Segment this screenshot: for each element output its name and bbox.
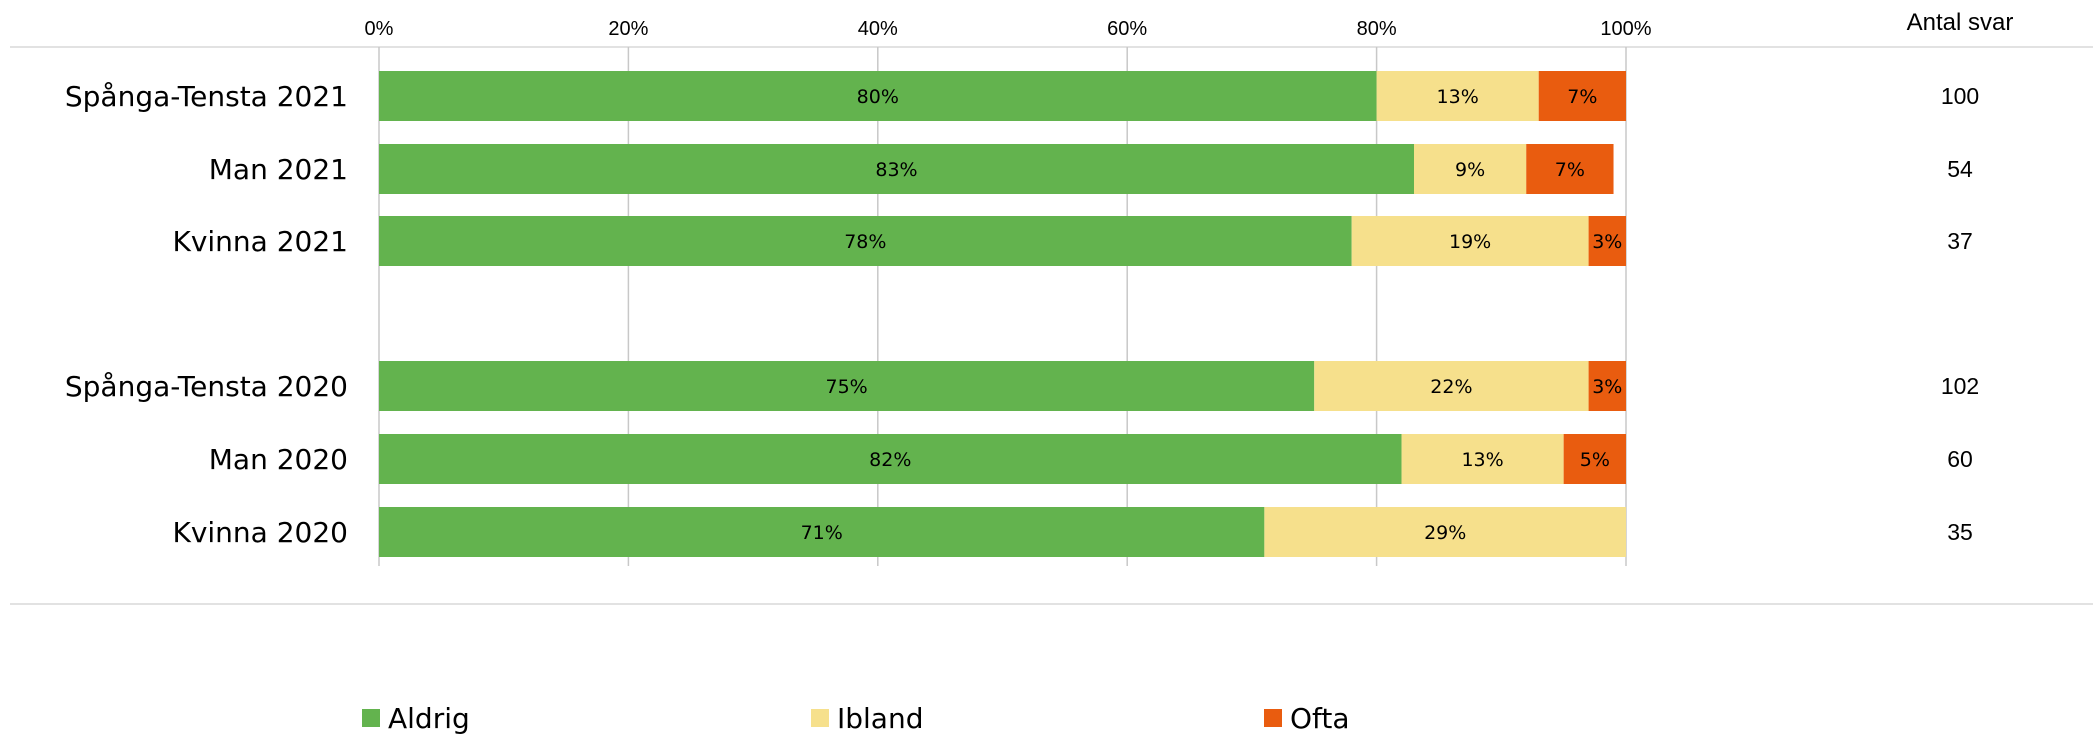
legend-label: Aldrig	[388, 702, 470, 735]
data-label: 9%	[1455, 159, 1485, 181]
data-label: 71%	[801, 522, 843, 544]
bar-segment	[1414, 144, 1527, 194]
data-label: 75%	[826, 376, 868, 398]
bar-segment	[1538, 71, 1626, 121]
response-count: 54	[1947, 156, 1973, 182]
bar-segment	[379, 361, 1315, 411]
count-header: Antal svar	[1907, 9, 2014, 36]
data-label: 19%	[1449, 231, 1491, 253]
bar-segment	[1351, 216, 1589, 266]
data-label: 78%	[844, 231, 886, 253]
bar-segment	[379, 216, 1352, 266]
category-label: Spånga-Tensta 2021	[65, 80, 348, 113]
bar-segment	[379, 507, 1265, 557]
response-count: 102	[1941, 373, 1979, 399]
category-label: Kvinna 2021	[172, 225, 348, 258]
category-label: Kvinna 2020	[172, 516, 348, 549]
bar-segment	[1264, 507, 1626, 557]
x-tick-label: 60%	[1107, 18, 1147, 40]
response-count: 35	[1947, 519, 1973, 545]
bar-segment	[1376, 71, 1539, 121]
legend: Aldrig Ibland Ofta	[362, 702, 1350, 735]
data-label: 83%	[875, 159, 917, 181]
x-axis-ticks: 0% 20% 40% 60% 80% 100%	[365, 18, 1652, 40]
x-tick-label: 40%	[858, 18, 898, 40]
bar-segment	[1588, 216, 1626, 266]
response-count: 100	[1941, 83, 1979, 109]
bars: 80% 13% 7% 83% 9% 7% 78% 19% 3% 75% 22% 3% 82% 13% 5% 7…	[379, 71, 1626, 557]
x-tick-label: 0%	[365, 18, 394, 40]
bar-segment	[379, 71, 1377, 121]
data-label: 3%	[1592, 376, 1622, 398]
bar-segment	[1588, 361, 1626, 411]
category-labels: Spånga-Tensta 2021 Man 2021 Kvinna 2021 Spå…	[65, 80, 348, 549]
response-count: 60	[1947, 446, 1973, 472]
bar-segment	[379, 144, 1415, 194]
category-label: Man 2021	[209, 153, 348, 186]
bar-segment	[1314, 361, 1589, 411]
bar-segment	[1526, 144, 1614, 194]
x-tick-label: 20%	[608, 18, 648, 40]
gridlines	[378, 47, 1627, 566]
bar-segment	[1401, 434, 1564, 484]
data-label: 7%	[1567, 86, 1597, 108]
data-label: 29%	[1424, 522, 1466, 544]
data-label: 7%	[1555, 159, 1585, 181]
response-count: 37	[1947, 228, 1973, 254]
category-label: Spånga-Tensta 2020	[65, 370, 348, 403]
legend-label: Ibland	[837, 702, 924, 735]
category-label: Man 2020	[209, 443, 348, 476]
legend-swatch	[1264, 709, 1282, 727]
data-label: 13%	[1461, 449, 1503, 471]
data-label: 13%	[1437, 86, 1479, 108]
data-label: 82%	[869, 449, 911, 471]
data-label: 22%	[1430, 376, 1472, 398]
response-counts: 100 54 37 102 60 35	[1941, 83, 1979, 545]
bar-segment	[1563, 434, 1626, 484]
x-tick-label: 100%	[1600, 18, 1651, 40]
legend-label: Ofta	[1290, 702, 1350, 735]
bar-segment	[379, 434, 1402, 484]
data-label: 5%	[1580, 449, 1610, 471]
legend-swatch	[811, 709, 829, 727]
data-label: 80%	[857, 86, 899, 108]
data-label: 3%	[1592, 231, 1622, 253]
x-tick-label: 80%	[1357, 18, 1397, 40]
legend-swatch	[362, 709, 380, 727]
